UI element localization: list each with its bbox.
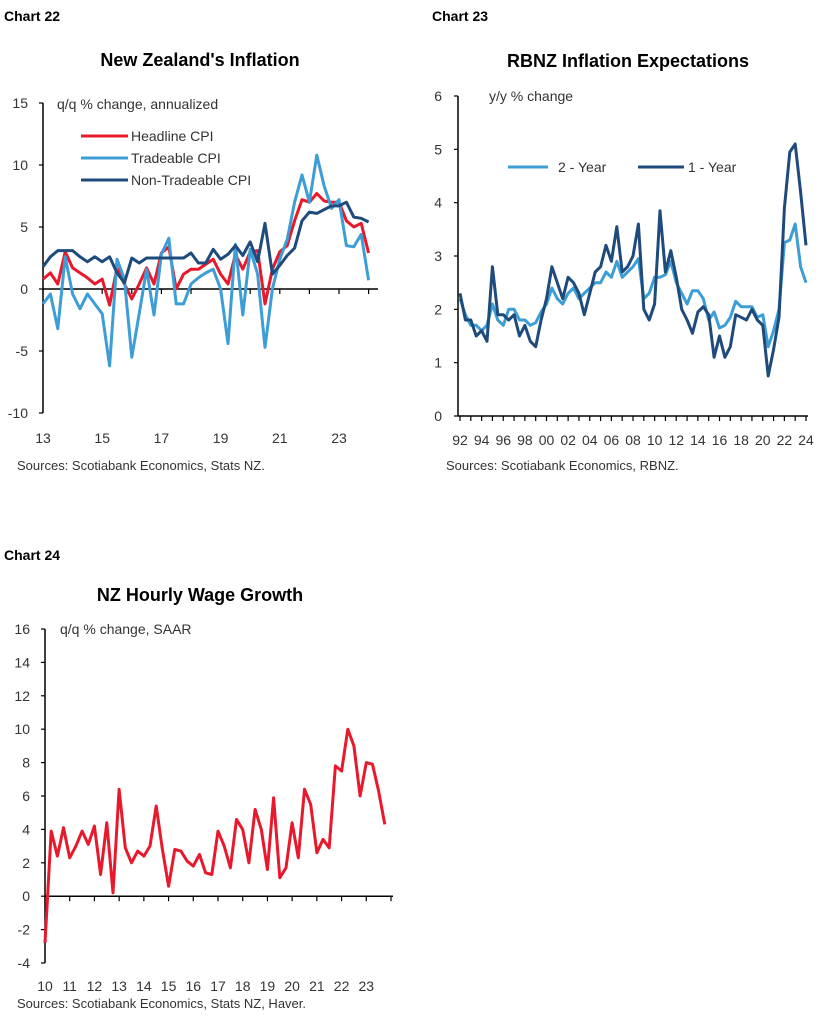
x-tick-label: 96 bbox=[495, 432, 511, 448]
x-tick-label: 23 bbox=[358, 978, 374, 994]
x-tick-label: 15 bbox=[161, 978, 177, 994]
y-tick-label: 12 bbox=[14, 688, 30, 704]
y-tick-label: 5 bbox=[20, 219, 28, 235]
y-tick-label: 2 bbox=[22, 855, 30, 871]
chart-number: Chart 22 bbox=[4, 8, 60, 24]
chart-title: NZ Hourly Wage Growth bbox=[97, 585, 303, 605]
series-line-non-tradeable-cpi bbox=[41, 200, 370, 285]
y-tick-label: 6 bbox=[434, 88, 442, 104]
x-tick-label: 02 bbox=[560, 432, 576, 448]
chart-22: Chart 22 New Zealand's Inflation q/q % c… bbox=[4, 8, 378, 473]
legend-label-1-year: 1 - Year bbox=[688, 159, 737, 175]
source-note: Sources: Scotiabank Economics, Stats NZ. bbox=[17, 458, 265, 473]
x-tick-label: 04 bbox=[582, 432, 598, 448]
chart-number: Chart 23 bbox=[432, 8, 488, 24]
x-tick-label: 17 bbox=[210, 978, 226, 994]
chart-title: New Zealand's Inflation bbox=[100, 50, 299, 70]
chart-24: Chart 24 NZ Hourly Wage Growth q/q % cha… bbox=[4, 547, 393, 1011]
x-tick-label: 21 bbox=[272, 430, 288, 446]
x-tick-label: 10 bbox=[37, 978, 53, 994]
x-tick-label: 17 bbox=[154, 430, 170, 446]
chart-title: RBNZ Inflation Expectations bbox=[507, 51, 749, 71]
y-tick-label: 0 bbox=[20, 281, 28, 297]
legend-label-non-tradeable: Non-Tradeable CPI bbox=[131, 172, 251, 188]
y-tick-label: -2 bbox=[18, 922, 31, 938]
legend: Headline CPI Tradeable CPI Non-Tradeable… bbox=[81, 128, 251, 188]
x-tick-label: 94 bbox=[474, 432, 490, 448]
x-tick-label: 23 bbox=[331, 430, 347, 446]
series-line-tradeable-cpi bbox=[41, 153, 371, 368]
y-tick-label: 0 bbox=[434, 408, 442, 424]
legend: 2 - Year 1 - Year bbox=[508, 159, 737, 175]
x-tick-label: 22 bbox=[777, 432, 793, 448]
y-tick-label: 14 bbox=[14, 654, 30, 670]
x-tick-label: 20 bbox=[284, 978, 300, 994]
x-tick-label: 16 bbox=[712, 432, 728, 448]
x-tick-label: 19 bbox=[260, 978, 276, 994]
x-tick-label: 13 bbox=[111, 978, 127, 994]
x-tick-label: 92 bbox=[452, 432, 468, 448]
chart-23: Chart 23 RBNZ Inflation Expectations y/y… bbox=[432, 8, 814, 473]
y-tick-label: 10 bbox=[14, 721, 30, 737]
x-tick-label: 16 bbox=[185, 978, 201, 994]
y-tick-label: 3 bbox=[434, 248, 442, 264]
x-tick-label: 08 bbox=[625, 432, 641, 448]
x-tick-label: 15 bbox=[94, 430, 110, 446]
legend-label-2-year: 2 - Year bbox=[558, 159, 607, 175]
y-tick-label: 1 bbox=[434, 355, 442, 371]
x-tick-label: 20 bbox=[755, 432, 771, 448]
y-tick-label: -5 bbox=[16, 343, 29, 359]
series-line-2-year bbox=[458, 222, 808, 349]
x-tick-label: 18 bbox=[235, 978, 251, 994]
x-tick-label: 98 bbox=[517, 432, 533, 448]
y-axis-label: q/q % change, annualized bbox=[57, 96, 218, 112]
x-tick-label: 14 bbox=[136, 978, 152, 994]
y-tick-label: 5 bbox=[434, 141, 442, 157]
y-tick-label: -10 bbox=[8, 405, 28, 421]
x-tick-label: 18 bbox=[733, 432, 749, 448]
legend-label-headline: Headline CPI bbox=[131, 128, 214, 144]
y-tick-label: 4 bbox=[22, 821, 30, 837]
y-axis-label: y/y % change bbox=[489, 88, 573, 104]
x-tick-label: 19 bbox=[213, 430, 229, 446]
y-axis-label: q/q % change, SAAR bbox=[60, 621, 192, 637]
y-tick-label: 15 bbox=[12, 95, 28, 111]
x-tick-label: 13 bbox=[35, 430, 51, 446]
y-tick-label: 2 bbox=[434, 301, 442, 317]
y-tick-label: 6 bbox=[22, 788, 30, 804]
y-tick-label: 8 bbox=[22, 755, 30, 771]
legend-label-tradeable: Tradeable CPI bbox=[131, 150, 221, 166]
x-tick-label: 06 bbox=[604, 432, 620, 448]
y-tick-label: 10 bbox=[12, 157, 28, 173]
y-tick-label: 0 bbox=[22, 888, 30, 904]
x-tick-label: 10 bbox=[647, 432, 663, 448]
y-tick-label: 16 bbox=[14, 621, 30, 637]
series-line-series bbox=[43, 727, 387, 944]
source-note: Sources: Scotiabank Economics, Stats NZ,… bbox=[17, 996, 306, 1011]
y-tick-label: 4 bbox=[434, 195, 442, 211]
x-tick-label: 24 bbox=[798, 432, 814, 448]
y-tick-label: -4 bbox=[18, 955, 31, 971]
x-tick-label: 00 bbox=[539, 432, 555, 448]
x-tick-label: 12 bbox=[87, 978, 103, 994]
x-tick-label: 22 bbox=[334, 978, 350, 994]
x-tick-label: 21 bbox=[309, 978, 325, 994]
x-tick-label: 14 bbox=[690, 432, 706, 448]
source-note: Sources: Scotiabank Economics, RBNZ. bbox=[446, 458, 679, 473]
chart-number: Chart 24 bbox=[4, 547, 60, 563]
x-tick-label: 12 bbox=[668, 432, 684, 448]
x-tick-label: 11 bbox=[62, 978, 77, 994]
series-line-1-year bbox=[458, 142, 808, 378]
